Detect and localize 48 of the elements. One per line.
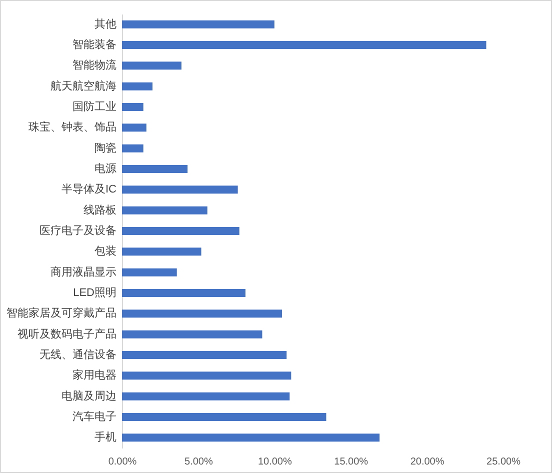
bar — [122, 289, 246, 297]
x-tick-label: 25.00% — [486, 456, 521, 468]
y-tick-label: 陶瓷 — [94, 142, 116, 154]
y-tick-label: 国防工业 — [72, 100, 116, 113]
y-tick-label: 商用液晶显示 — [50, 265, 116, 278]
x-tick-label: 15.00% — [334, 456, 368, 468]
bar — [122, 351, 287, 359]
y-tick-label: 智能装备 — [72, 38, 116, 51]
y-tick-label: 航天航空航海 — [50, 79, 116, 92]
bar — [122, 165, 188, 173]
bar — [122, 392, 290, 400]
bar — [122, 144, 144, 152]
bar — [122, 103, 144, 111]
y-tick-label: 包装 — [94, 244, 116, 258]
y-tick-label: 视听及数码电子产品 — [18, 327, 116, 340]
y-tick-label: 无线、通信设备 — [40, 348, 116, 361]
bar — [122, 186, 238, 194]
bar — [122, 206, 208, 214]
x-tick-label: 20.00% — [410, 456, 444, 468]
y-tick-label: 手机 — [94, 430, 116, 444]
bar — [122, 330, 262, 338]
y-tick-label: 汽车电子 — [72, 410, 116, 423]
y-tick-label: 医疗电子及设备 — [40, 224, 116, 237]
bar — [122, 62, 182, 70]
y-tick-label: 半导体及IC — [62, 182, 117, 196]
bar — [122, 20, 274, 28]
bar — [122, 413, 326, 421]
y-tick-label: 其他 — [94, 17, 116, 30]
y-tick-label: 电脑及周边 — [62, 389, 116, 402]
y-tick-label: 电源 — [94, 162, 116, 175]
bar — [122, 82, 152, 90]
bar — [122, 227, 240, 235]
y-tick-label: LED照明 — [73, 287, 116, 299]
bar — [122, 41, 486, 49]
y-tick-label: 线路板 — [84, 203, 116, 216]
y-tick-label: 智能物流 — [72, 58, 116, 72]
x-tick-label: 0.00% — [108, 456, 137, 468]
x-tick-label: 10.00% — [258, 456, 292, 468]
y-tick-label: 珠宝、钟表、饰品 — [28, 120, 116, 134]
bar — [122, 124, 146, 132]
bar — [122, 434, 380, 442]
x-tick-label: 5.00% — [184, 456, 213, 468]
y-tick-label: 智能家居及可穿戴产品 — [6, 306, 116, 320]
bar — [122, 248, 202, 256]
bar — [122, 372, 292, 380]
y-tick-label: 家用电器 — [72, 368, 116, 382]
bar — [122, 310, 282, 318]
bar — [122, 268, 177, 276]
